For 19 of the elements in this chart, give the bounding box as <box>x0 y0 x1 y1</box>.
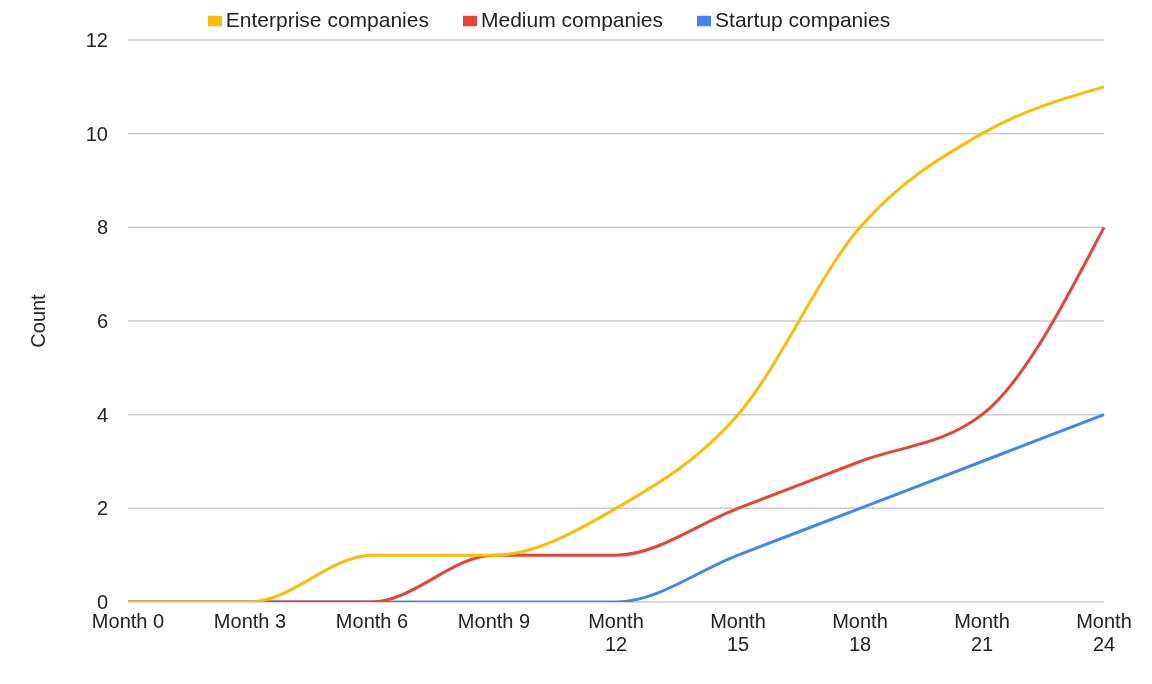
x-tick-label: Month 3 <box>213 610 287 632</box>
y-tick-label: 12 <box>85 29 108 52</box>
x-tick-label: Month 9 <box>457 610 531 632</box>
y-tick-label: 2 <box>96 497 108 520</box>
x-tick-label: Month 24 <box>1076 610 1132 655</box>
y-tick-label: 10 <box>85 122 108 145</box>
y-tick-label: 4 <box>96 403 108 426</box>
legend-label: Medium companies <box>480 8 664 31</box>
x-tick-label: Month 15 <box>710 610 766 655</box>
line-series <box>126 85 1106 602</box>
y-axis-title: Count <box>27 293 50 348</box>
y-tick-label: 6 <box>96 310 108 333</box>
x-tick-label: Month 12 <box>588 610 644 655</box>
legend-label: Enterprise companies <box>225 8 429 31</box>
y-tick-label: 8 <box>96 216 108 239</box>
x-tick-label: Month 6 <box>335 610 409 632</box>
x-tick-label: Month 21 <box>954 610 1010 655</box>
x-tick-label: Month 18 <box>832 610 888 655</box>
legend-label: Startup companies <box>715 8 891 31</box>
